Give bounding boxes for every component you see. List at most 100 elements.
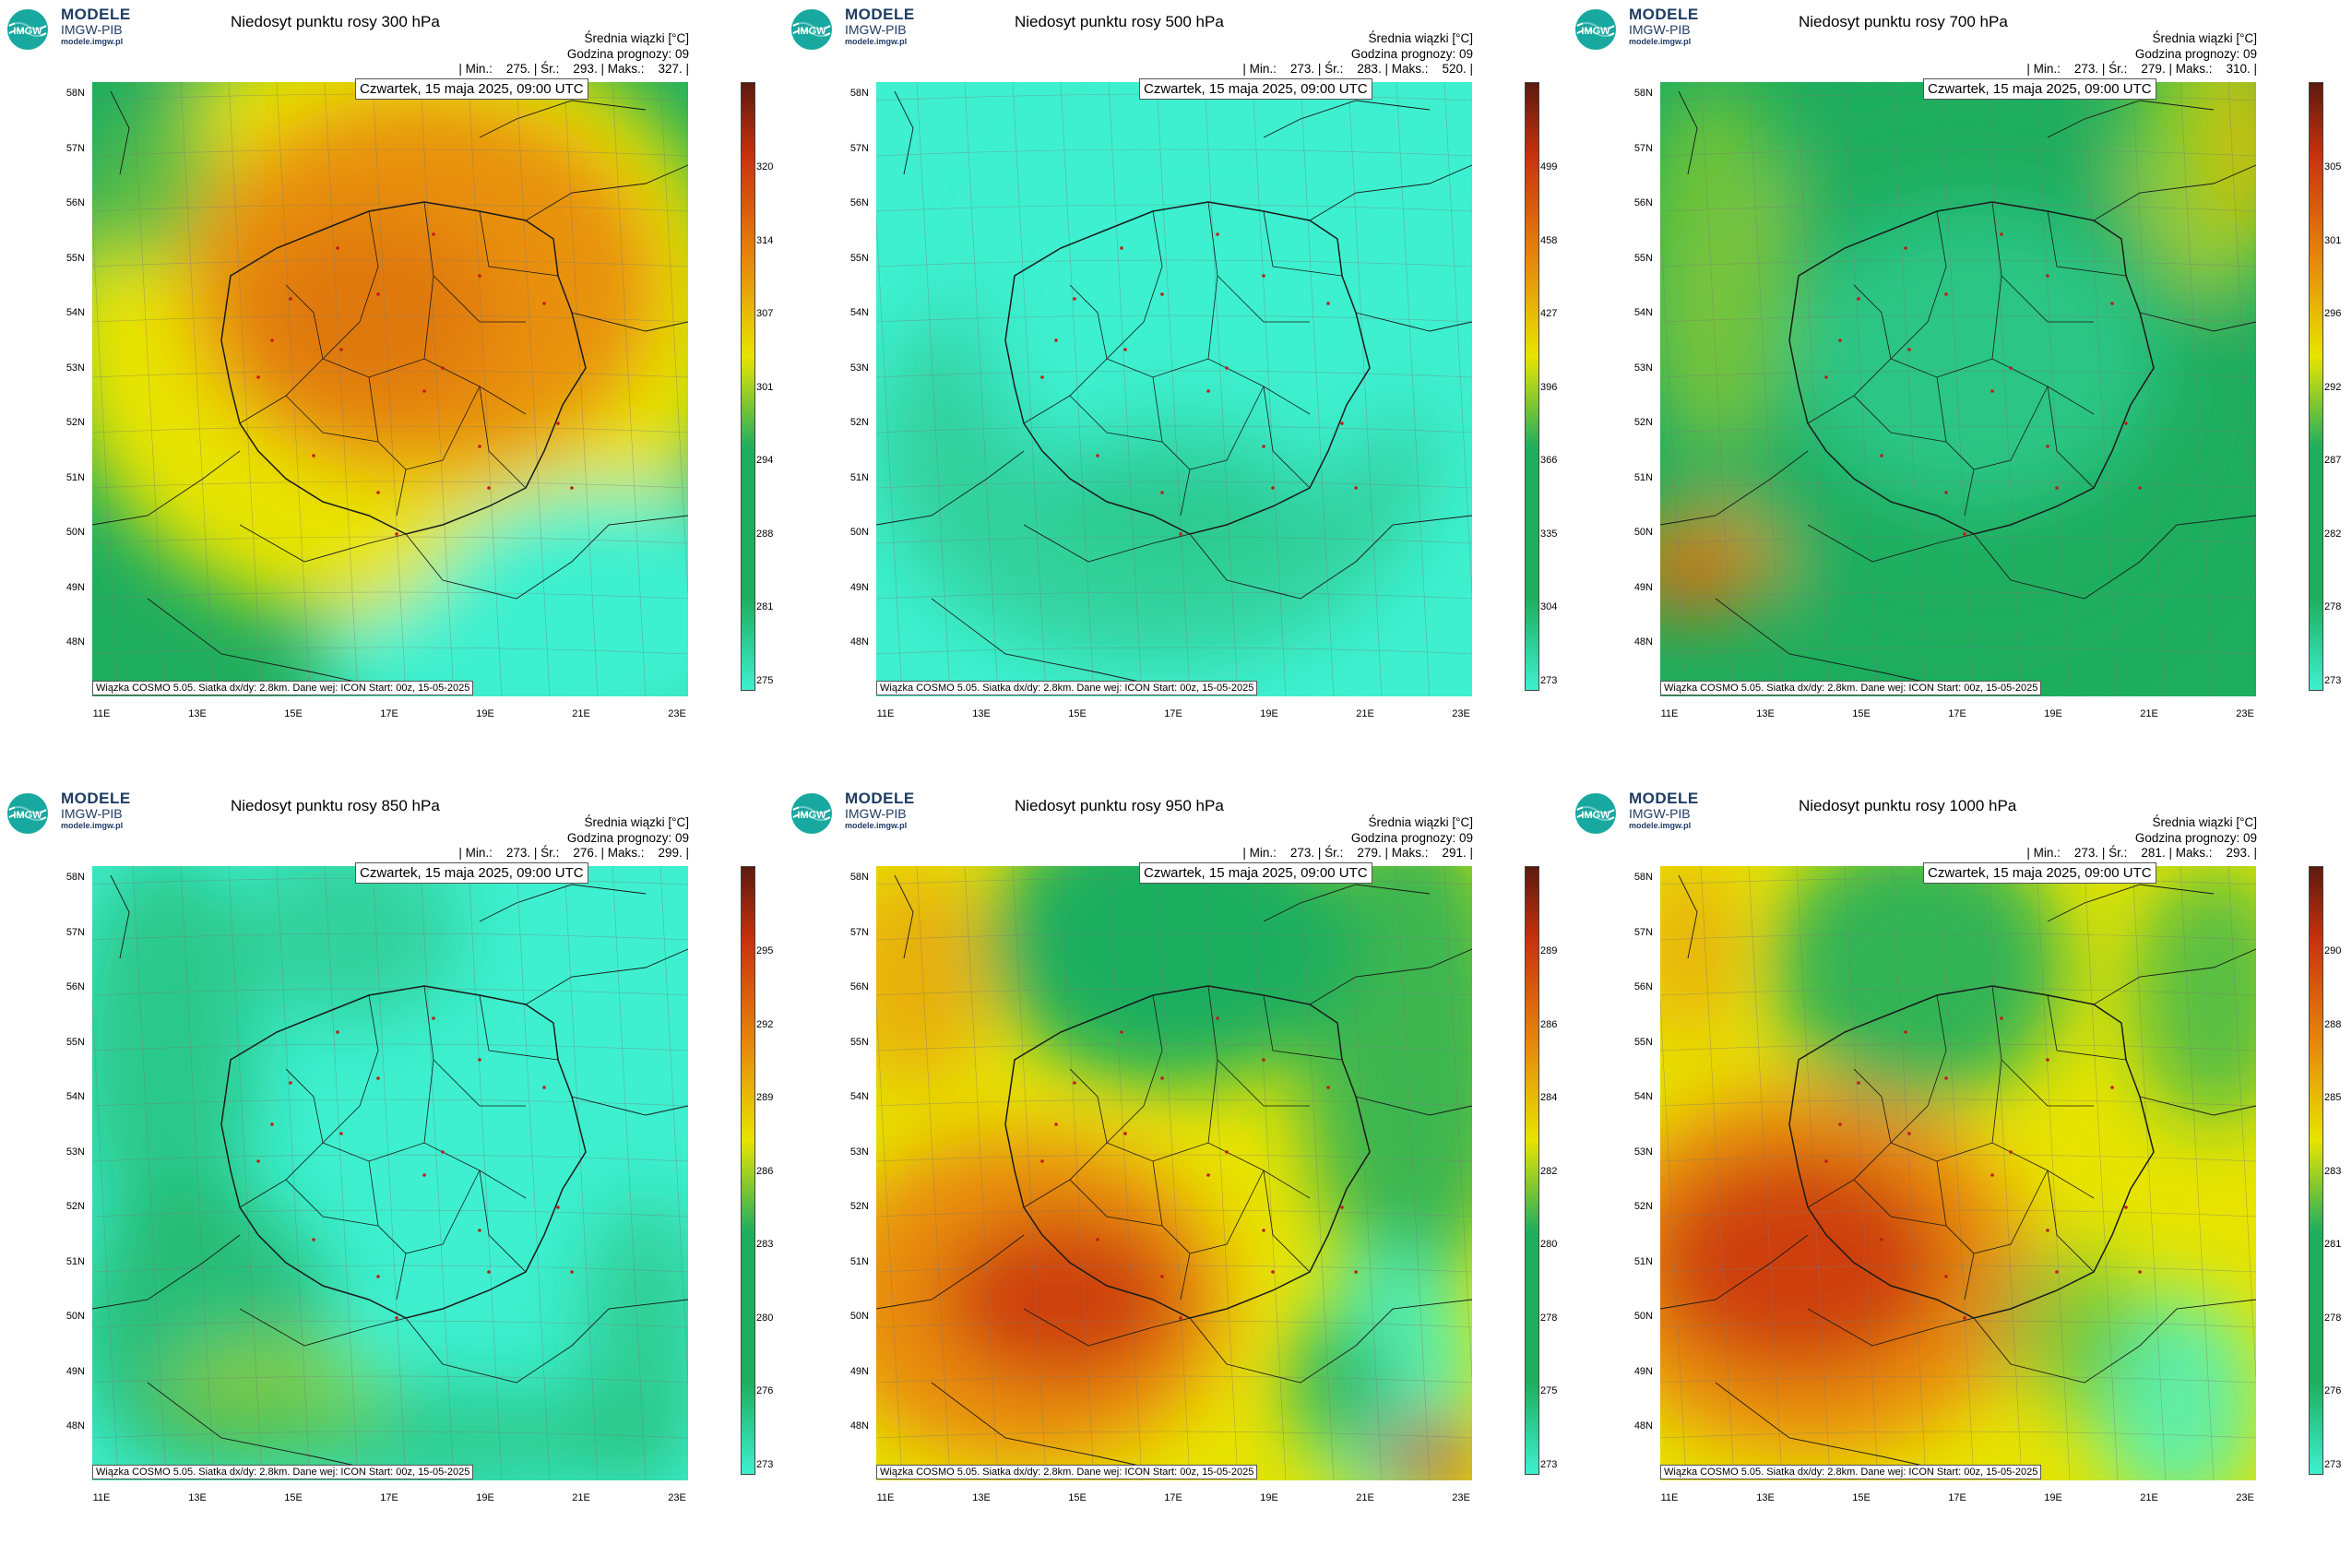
- field-stats: | Min.: 273. | Śr.: 283. | Maks.: 520. |: [1242, 62, 1473, 76]
- latitude-label: 53N: [849, 1146, 869, 1158]
- longitude-label: 11E: [876, 1492, 895, 1503]
- forecast-panel-3: IMGW MODELE IMGW-PIB modele.imgw.pl Nied…: [1568, 0, 2352, 784]
- latitude-label: 54N: [65, 307, 85, 318]
- longitude-label: 23E: [1452, 1492, 1470, 1503]
- longitude-line: [1443, 866, 1472, 1384]
- longitude-line: [876, 997, 903, 1480]
- longitude-line: [276, 82, 311, 696]
- region-border: [1853, 1179, 1947, 1227]
- longitude-line: [2180, 866, 2215, 1480]
- city-marker: [1326, 1086, 1330, 1089]
- city-marker: [1096, 454, 1099, 457]
- neighbour-border: [571, 1096, 688, 1116]
- latitude-line: [876, 204, 1472, 212]
- colorbar-tick: 273: [2324, 674, 2342, 686]
- city-marker: [2046, 1229, 2049, 1232]
- city-marker: [1904, 1030, 1907, 1034]
- city-marker: [2000, 1016, 2003, 1020]
- neighbour-border: [1189, 515, 1472, 600]
- longitude-line: [612, 82, 647, 696]
- city-marker: [432, 232, 435, 236]
- colorbar-tick: 304: [1540, 601, 1558, 612]
- colorbar-tick: 301: [2324, 234, 2342, 246]
- longitude-label: 21E: [2140, 1492, 2158, 1503]
- latitude-line: [1660, 647, 2256, 655]
- map-area: [876, 82, 1472, 696]
- svg-text:IMGW: IMGW: [797, 810, 826, 821]
- latitude-label: 51N: [1633, 1255, 1653, 1267]
- latitude-label: 55N: [849, 1036, 869, 1048]
- latitude-line: [876, 536, 1472, 544]
- field-region-6: [1660, 866, 1734, 1041]
- latitude-label: 57N: [849, 926, 869, 938]
- field-label: Średnia wiązki [°C]: [584, 815, 689, 829]
- longitude-line: [2227, 866, 2256, 1384]
- neighbour-border: [1660, 1234, 1809, 1310]
- neighbour-border: [1189, 1299, 1472, 1384]
- field-region-2: [1070, 414, 1291, 543]
- colorbar-tick: 366: [1540, 455, 1558, 466]
- latitude-line: [92, 988, 688, 996]
- city-marker: [339, 348, 343, 351]
- region-border: [1069, 395, 1163, 443]
- city-marker: [441, 366, 445, 370]
- latitude-line: [1660, 1154, 2256, 1162]
- city-marker: [1824, 1159, 1828, 1163]
- city-marker: [478, 274, 481, 278]
- longitude-label: 23E: [2236, 1492, 2254, 1503]
- colorbar-tick: 290: [2324, 945, 2342, 956]
- colorbar-tick: 273: [2324, 1458, 2342, 1470]
- latitude-line: [92, 259, 688, 267]
- longitude-line: [1252, 82, 1287, 696]
- panel-title: Niedosyt punktu rosy 500 hPa: [1015, 13, 1224, 30]
- neighbour-border: [405, 515, 688, 600]
- svg-text:IMGW: IMGW: [797, 26, 826, 37]
- colorbar-tick: 273: [1540, 1458, 1558, 1470]
- longitude-label: 13E: [1756, 1492, 1775, 1503]
- latitude-label: 49N: [1633, 1365, 1653, 1377]
- longitude-line: [1748, 866, 1783, 1480]
- city-marker: [270, 339, 274, 342]
- neighbour-border: [110, 90, 130, 175]
- latitude-line: [92, 370, 688, 378]
- map-area: [1660, 866, 2256, 1480]
- city-marker: [2000, 232, 2003, 236]
- city-marker: [1179, 1316, 1182, 1320]
- city-marker: [2138, 1270, 2142, 1274]
- longitude-label: 11E: [1660, 1492, 1679, 1503]
- neighbour-border: [1023, 1308, 1191, 1347]
- brand-org: IMGW-PIB: [61, 806, 123, 821]
- latitude-label: 50N: [65, 527, 85, 538]
- region-border: [322, 210, 379, 360]
- latitude-line: [1660, 536, 2256, 544]
- city-marker: [1963, 1316, 1966, 1320]
- longitude-label: 13E: [188, 1492, 207, 1503]
- colorbar-tick: 282: [2324, 528, 2342, 540]
- longitude-label: 19E: [2044, 708, 2062, 719]
- latitude-line: [876, 370, 1472, 378]
- latitude-label: 56N: [65, 981, 85, 992]
- longitude-line: [1396, 82, 1431, 696]
- region-border: [423, 201, 526, 323]
- latitude-label: 56N: [65, 197, 85, 208]
- latitude-line: [1660, 591, 2256, 600]
- city-marker: [2110, 302, 2114, 305]
- field-label: Średnia wiązki [°C]: [1368, 815, 1473, 829]
- city-marker: [1880, 454, 1883, 457]
- region-border: [1180, 469, 1191, 517]
- colorbar-tick: 278: [1540, 1312, 1558, 1324]
- latitude-line: [876, 1209, 1472, 1218]
- city-marker: [1262, 1229, 1265, 1232]
- region-border: [2047, 210, 2127, 277]
- latitude-label: 51N: [65, 471, 85, 483]
- region-border: [1991, 985, 2094, 1107]
- colorbar-tick: 283: [756, 1239, 774, 1250]
- city-marker: [1073, 1081, 1076, 1085]
- svg-text:IMGW: IMGW: [1581, 810, 1610, 821]
- latitude-line: [876, 148, 1472, 157]
- valid-time-label: Czwartek, 15 maja 2025, 09:00 UTC: [355, 862, 588, 884]
- neighbour-border: [1309, 164, 1472, 221]
- city-marker: [1857, 297, 1860, 301]
- longitude-line: [132, 866, 167, 1480]
- longitude-label: 15E: [1852, 708, 1871, 719]
